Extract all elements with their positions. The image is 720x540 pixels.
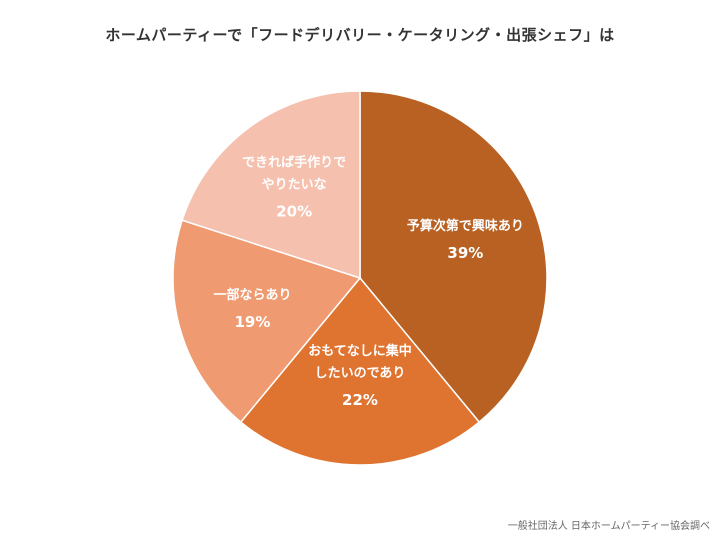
slice-3-value-label: 19% [234,313,270,331]
slice-1-value-label: 39% [447,244,483,262]
pie-slice-4 [181,90,361,280]
slice-2-label-line-2: したいのであり [315,366,406,381]
slice-3-label-line-1: 一部ならあり [213,287,291,303]
slice-4-label-line-1: できれば手作りで [242,154,346,170]
pie-slice-3 [172,219,362,424]
slice-2-label-line-1: おもてなしに集中 [308,343,411,359]
slice-4-label-line-2: やりたいな [262,177,327,192]
source-note: 一般社団法人 日本ホームパーティー協会調べ [507,521,710,532]
slice-2-value-label: 22% [342,391,378,409]
slice-4-value-label: 20% [276,202,312,220]
slice-1-label-line-1: 予算次第で興味あり [407,218,524,234]
pie-slice-1 [359,90,548,424]
chart-title: ホームパーティーで「フードデリバリー・ケータリング・出張シェフ」は [105,26,615,44]
pie-slices [172,90,548,466]
pie-slice-2 [239,276,481,466]
